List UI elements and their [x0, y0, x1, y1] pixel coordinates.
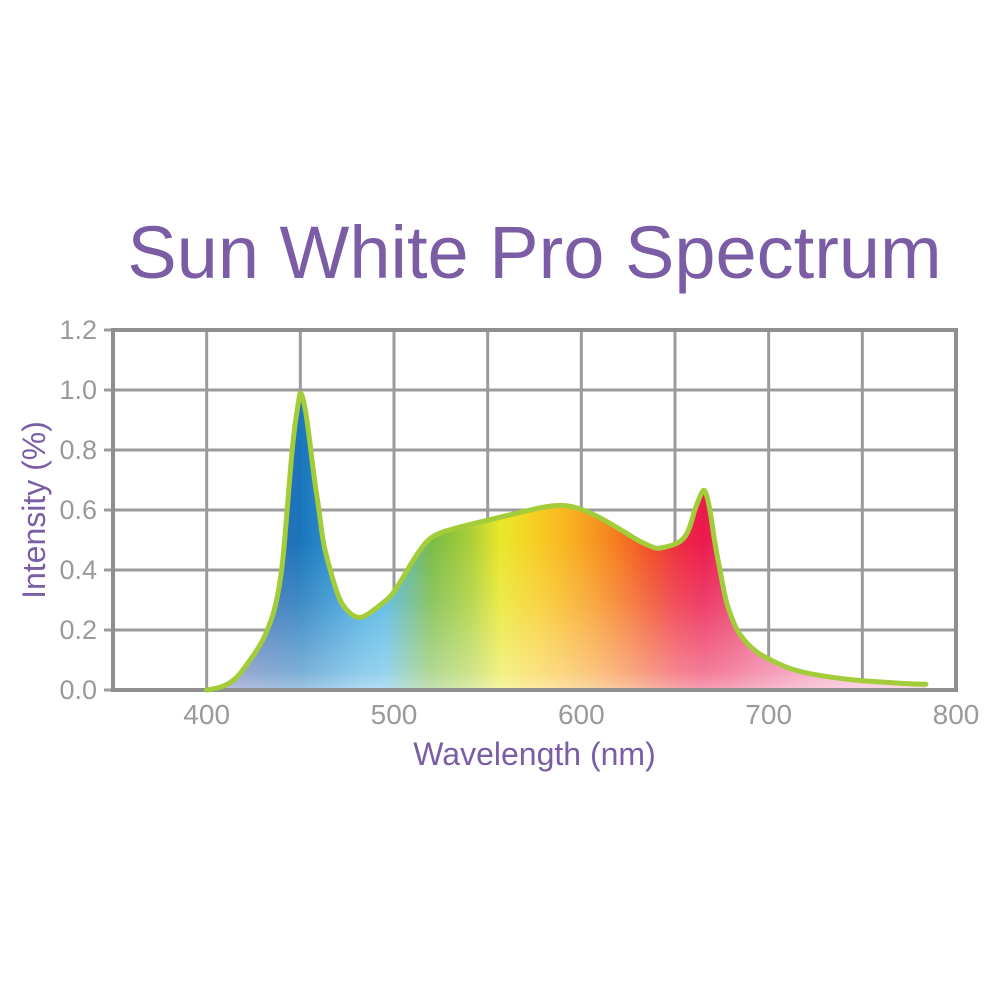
y-tick-label-0.4: 0.4 — [59, 555, 97, 585]
x-tick-label-500: 500 — [370, 699, 418, 730]
x-tick-label-400: 400 — [183, 699, 231, 730]
x-tick-label-700: 700 — [745, 699, 793, 730]
plot-frame — [111, 328, 958, 692]
y-tick-label-0.8: 0.8 — [59, 435, 97, 465]
spectrum-fill-fade — [206, 393, 926, 690]
y-tick-label-0.2: 0.2 — [59, 615, 97, 645]
y-tick-label-1.0: 1.0 — [59, 375, 97, 405]
x-tick-label-800: 800 — [932, 699, 980, 730]
y-tick-label-1.2: 1.2 — [59, 315, 97, 345]
y-tick-label-0.6: 0.6 — [59, 495, 97, 525]
x-axis-label: Wavelength (nm) — [413, 736, 656, 772]
x-tick-label-600: 600 — [557, 699, 605, 730]
chart-title: Sun White Pro Spectrum — [127, 211, 942, 294]
spectrum-outline — [204, 390, 929, 693]
y-tick-label-0.0: 0.0 — [59, 675, 97, 705]
